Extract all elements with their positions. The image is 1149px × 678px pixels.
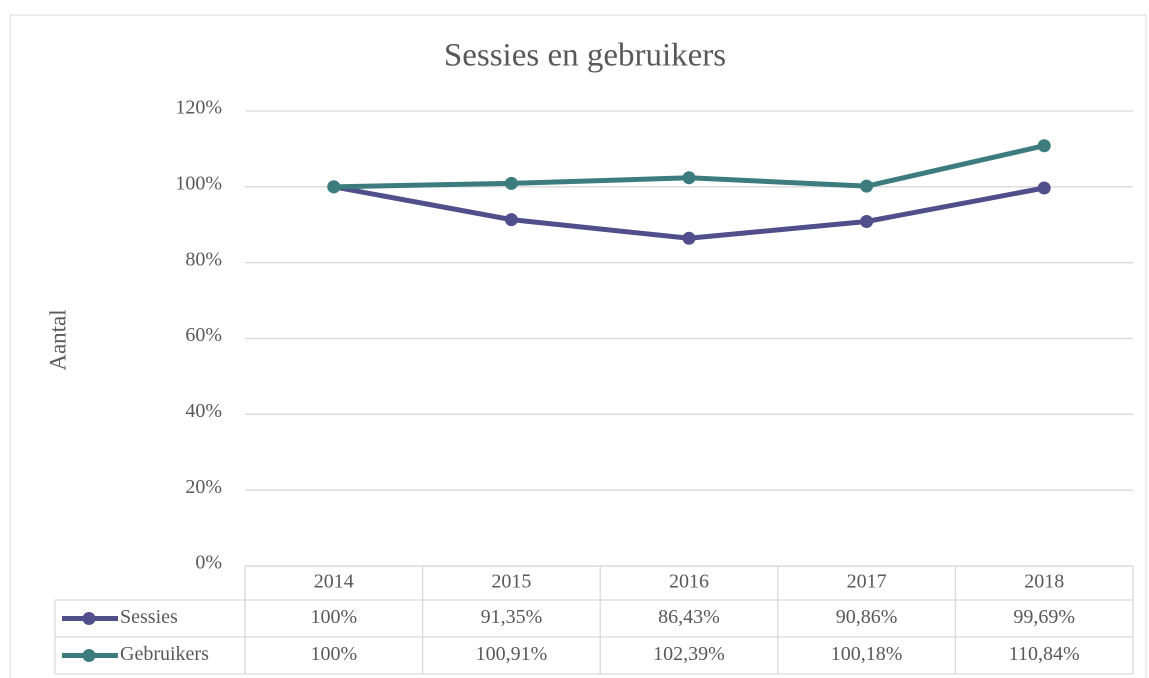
- chart-frame: [9, 14, 1147, 678]
- x-tick-label: 2018: [1024, 571, 1064, 593]
- y-tick-label: 20%: [185, 476, 222, 498]
- x-tick-label: 2015: [491, 571, 531, 593]
- point: [682, 231, 696, 245]
- y-tick-label: 40%: [185, 400, 222, 422]
- value-label: 100%: [310, 643, 357, 665]
- value-label: 90,86%: [836, 606, 898, 628]
- x-tick-label: 2017: [847, 571, 887, 593]
- point: [682, 171, 696, 185]
- legend-label: Sessies: [120, 606, 178, 628]
- y-tick-label: 80%: [185, 248, 222, 270]
- value-label: 110,84%: [1009, 643, 1080, 665]
- y-tick-label: 100%: [175, 172, 222, 194]
- x-tick-label: 2014: [314, 571, 354, 593]
- y-axis-label: Aantal: [45, 309, 70, 370]
- value-label: 102,39%: [653, 643, 725, 665]
- point: [1037, 139, 1051, 153]
- value-label: 100,91%: [476, 643, 548, 665]
- point: [1037, 181, 1051, 195]
- legend-marker: [82, 649, 96, 662]
- point: [327, 180, 341, 194]
- y-tick-label: 0%: [195, 552, 222, 574]
- value-label: 99,69%: [1013, 606, 1075, 628]
- point: [504, 176, 518, 190]
- value-label: 100%: [310, 606, 357, 628]
- legend-label: Gebruikers: [120, 643, 209, 665]
- y-tick-label: 120%: [175, 97, 222, 119]
- value-label: 91,35%: [481, 606, 543, 628]
- value-label: 86,43%: [658, 606, 720, 628]
- value-label: 100,18%: [831, 643, 903, 665]
- point: [860, 214, 874, 228]
- x-tick-label: 2016: [669, 571, 709, 593]
- legend-marker: [82, 612, 96, 625]
- chart-title: Sessies en gebruikers: [444, 38, 726, 74]
- point: [860, 179, 874, 193]
- y-tick-label: 60%: [185, 324, 222, 346]
- point: [504, 213, 518, 227]
